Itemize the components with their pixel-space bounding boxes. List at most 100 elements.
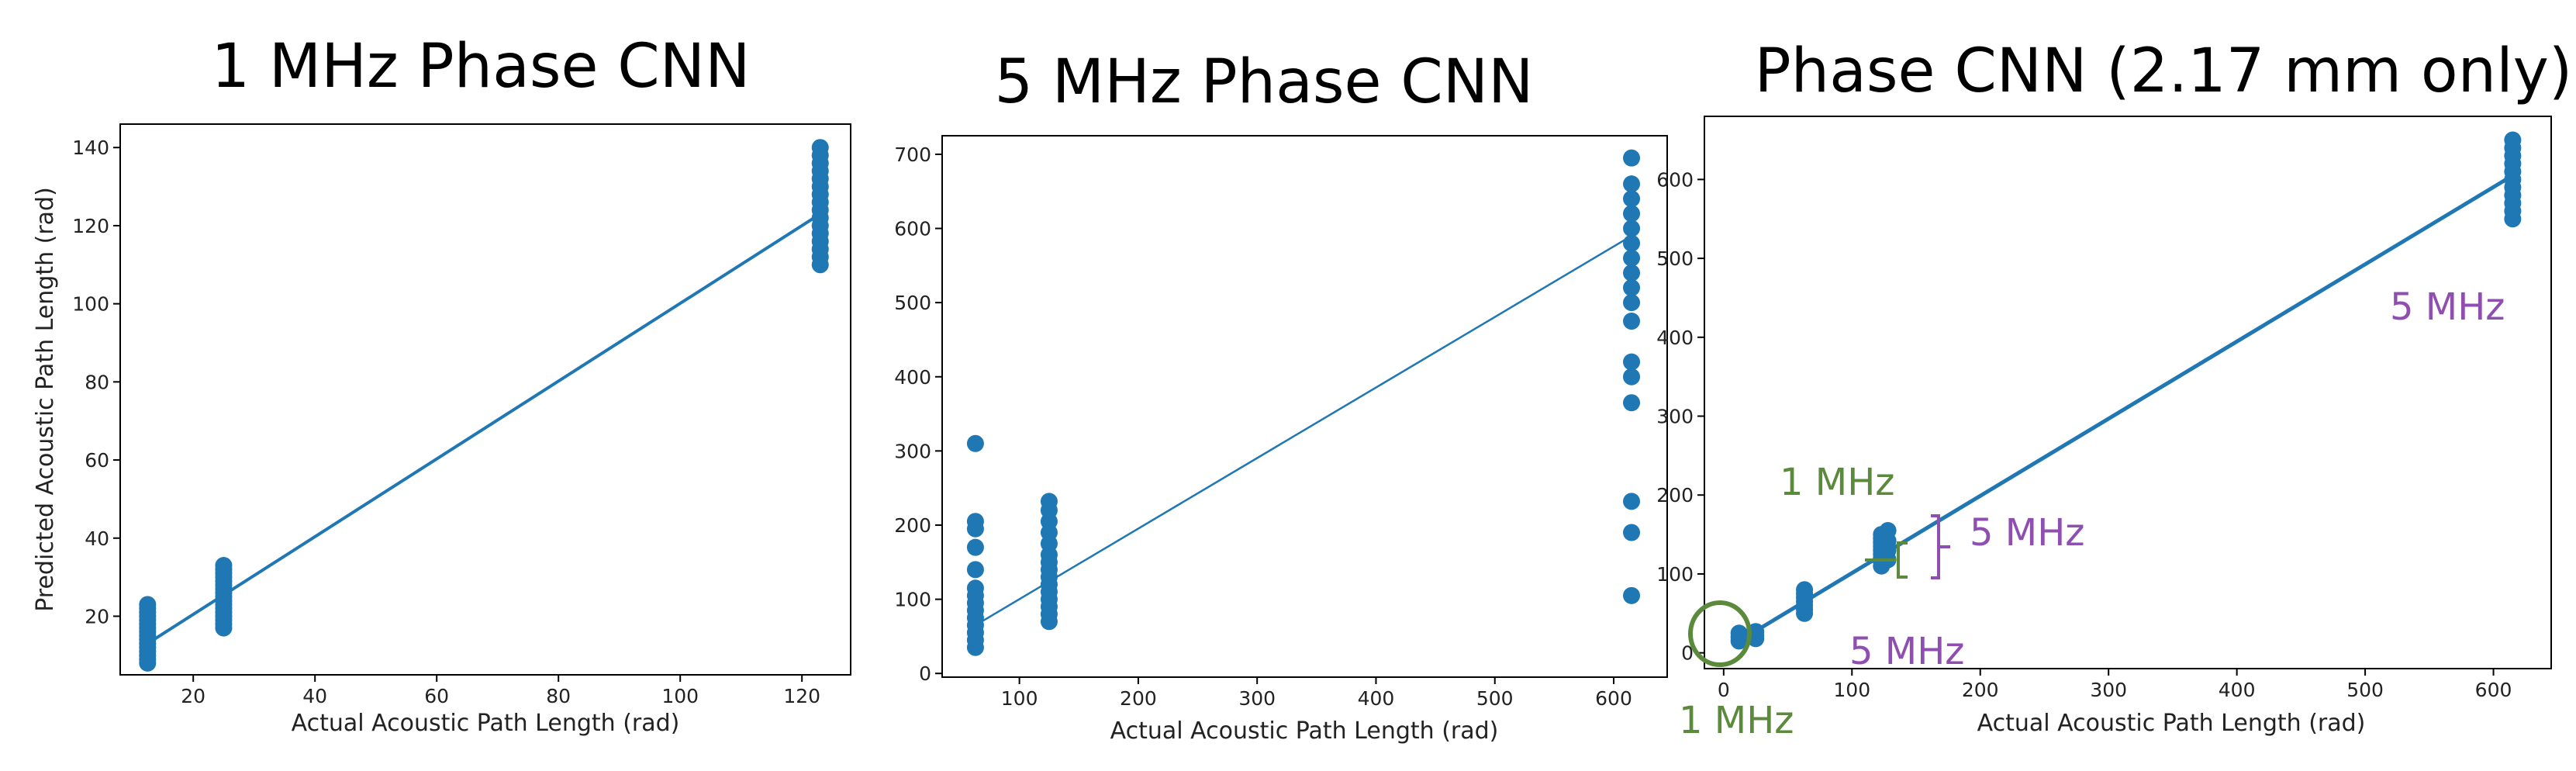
panel-3-ticks: 0 100 200 300 400 500 600 0 100 200 300 400 500 600: [1656, 168, 2512, 701]
x-tick-label: 400: [2219, 679, 2256, 701]
panel-1-y-axis-label: Predicted Acoustic Path Length (rad): [32, 187, 59, 612]
x-tick-label: 400: [1358, 687, 1395, 710]
panel-3-plot-area: [1730, 131, 2522, 650]
panel-3-annotation-5mhz-top: 5 MHz: [2390, 285, 2505, 329]
panel-3-annotation-5mhz-right: 5 MHz: [1970, 511, 2085, 555]
panel-2-phase-cnn-5mhz: 5 MHz Phase CNN 100 200 300 400 500 600 0 100 20…: [894, 47, 1668, 745]
panel-3-phase-cnn-2-17mm: Phase CNN (2.17 mm only) 0 100 200 300 400 50…: [1656, 36, 2572, 742]
x-tick-label: 500: [1476, 687, 1514, 710]
x-tick-label: 200: [1120, 687, 1157, 710]
data-point: [966, 434, 984, 452]
panel-3-annotation-1mhz-lower: 1 MHz: [1679, 699, 1794, 742]
panel-1-plot-frame: [119, 123, 851, 676]
panel-2-x-axis-label: Actual Acoustic Path Length (rad): [1110, 717, 1499, 745]
y-tick-label: 120: [72, 215, 109, 237]
y-tick-label: 80: [85, 371, 109, 393]
data-point: [1796, 581, 1814, 599]
x-tick-label: 40: [302, 685, 327, 707]
y-tick-label: 0: [1681, 642, 1694, 665]
y-tick-label: 140: [72, 137, 109, 159]
y-tick-label: 600: [894, 218, 931, 240]
panel-2-plot-frame: [941, 135, 1668, 678]
y-tick-label: 20: [85, 605, 109, 628]
data-point: [1623, 394, 1641, 412]
y-tick-label: 700: [894, 143, 931, 166]
data-point: [966, 579, 984, 597]
x-tick-label: 100: [1001, 687, 1038, 710]
data-point: [1623, 586, 1641, 604]
data-point: [215, 557, 233, 575]
data-point: [1623, 249, 1641, 267]
panel-2-title: 5 MHz Phase CNN: [995, 47, 1534, 117]
y-tick-label: 300: [1656, 406, 1694, 428]
y-tick-label: 200: [894, 514, 931, 537]
y-tick-label: 100: [894, 589, 931, 611]
panel-2-plot-area: [966, 149, 1641, 656]
panel-1-phase-cnn-1mhz: 1 MHz Phase CNN 20 40 60 80 100 120 20 40 60 80 10…: [32, 32, 851, 737]
data-point: [1623, 313, 1641, 330]
x-tick-label: 300: [2090, 679, 2127, 701]
panel-3-title: Phase CNN (2.17 mm only): [1755, 36, 2573, 106]
data-point: [1879, 522, 1897, 539]
x-tick-label: 600: [2475, 679, 2512, 701]
data-point: [1623, 205, 1641, 223]
x-tick-label: 120: [783, 685, 820, 707]
y-tick-label: 100: [1656, 563, 1694, 586]
data-point: [1623, 279, 1641, 297]
y-tick-label: 500: [894, 292, 931, 314]
panel-1-plot-area: [139, 139, 829, 672]
data-point: [1623, 368, 1641, 386]
x-tick-label: 100: [661, 685, 699, 707]
x-tick-label: 500: [2346, 679, 2384, 701]
panel-3-1mhz-circle: [1688, 600, 1752, 667]
fit-line: [1738, 174, 2514, 643]
x-tick-label: 300: [1238, 687, 1276, 710]
y-tick-label: 0: [919, 662, 931, 685]
data-point: [966, 513, 984, 531]
data-point: [1623, 524, 1641, 541]
panel-3-annotation-1mhz-upper: 1 MHz: [1780, 461, 1895, 504]
x-tick-label: 20: [181, 685, 205, 707]
data-point: [1623, 234, 1641, 252]
data-point: [1623, 220, 1641, 237]
panel-3-plot-frame: [1704, 116, 2552, 669]
panel-1-x-axis-label: Actual Acoustic Path Length (rad): [292, 710, 680, 737]
data-point: [2504, 131, 2522, 149]
x-tick-label: 600: [1595, 687, 1632, 710]
data-point: [139, 596, 157, 614]
y-tick-label: 300: [894, 440, 931, 462]
x-tick-label: 100: [1833, 679, 1870, 701]
data-point: [811, 139, 829, 157]
data-point: [1623, 264, 1641, 282]
data-point: [966, 538, 984, 556]
panel-3-5mhz-bracket: [1931, 514, 1950, 579]
x-tick-label: 200: [1962, 679, 1999, 701]
x-tick-label: 80: [546, 685, 571, 707]
fit-line: [147, 213, 821, 645]
panel-1-title: 1 MHz Phase CNN: [212, 32, 751, 102]
y-tick-label: 600: [1656, 168, 1694, 191]
y-tick-label: 400: [1656, 327, 1694, 349]
data-point: [1623, 353, 1641, 371]
y-tick-label: 100: [72, 293, 109, 316]
panel-3-1mhz-bracket: [1865, 541, 1908, 579]
panel-3-annotation-5mhz-bottom: 5 MHz: [1849, 630, 1965, 673]
fit-line: [975, 235, 1632, 627]
panel-1-ticks: 20 40 60 80 100 120 20 40 60 80 100 120 140: [72, 137, 820, 707]
data-point: [1040, 493, 1058, 510]
data-point: [1623, 190, 1641, 208]
panel-2-ticks: 100 200 300 400 500 600 0 100 200 300 400 500 600 700: [894, 143, 1632, 710]
data-point: [1623, 294, 1641, 312]
panel-3-x-axis-label: Actual Acoustic Path Length (rad): [1977, 710, 2366, 737]
data-point: [1623, 175, 1641, 193]
data-point: [1623, 493, 1641, 510]
y-tick-label: 400: [894, 366, 931, 389]
x-tick-label: 60: [424, 685, 449, 707]
y-tick-label: 200: [1656, 484, 1694, 507]
y-tick-label: 60: [85, 449, 109, 472]
data-point: [966, 561, 984, 579]
y-tick-label: 500: [1656, 247, 1694, 270]
y-tick-label: 40: [85, 527, 109, 550]
x-tick-label: 0: [1718, 679, 1730, 701]
